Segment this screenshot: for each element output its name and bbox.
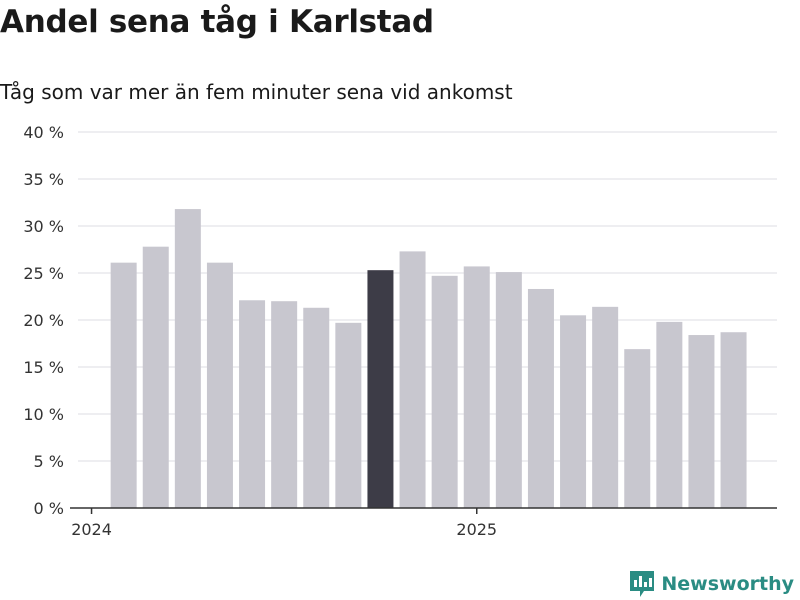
bar	[656, 321, 683, 508]
bar	[271, 301, 298, 508]
bar	[174, 209, 201, 508]
y-tick-label: 40 %	[23, 123, 64, 142]
bar	[624, 349, 651, 508]
bar	[110, 262, 137, 508]
newsworthy-icon	[630, 571, 655, 597]
bar	[239, 300, 266, 508]
bar	[399, 251, 426, 508]
bar	[303, 307, 330, 508]
bar-chart: 0 % 5 % 10 % 15 % 20 % 25 % 30 % 35 % 40 % 2024 20…	[23, 123, 777, 539]
bar	[206, 262, 233, 508]
y-tick-label: 5 %	[34, 452, 64, 471]
bar	[592, 306, 619, 508]
bar	[367, 270, 394, 508]
brand-name: Newsworthy	[661, 573, 794, 595]
bar	[431, 275, 458, 508]
bar	[688, 335, 715, 508]
newsworthy-logo: Newsworthy	[629, 569, 794, 599]
x-tick-label: 2025	[456, 520, 497, 539]
y-tick-label: 30 %	[23, 217, 64, 236]
y-tick-label: 10 %	[23, 405, 64, 424]
bar	[335, 322, 362, 508]
y-tick-label: 25 %	[23, 264, 64, 283]
bar	[527, 288, 554, 508]
bar	[495, 272, 522, 508]
x-tick-label: 2024	[71, 520, 112, 539]
y-tick-label: 20 %	[23, 311, 64, 330]
chart-subtitle: Tåg som var mer än fem minuter sena vid …	[0, 80, 513, 104]
chart-title: Andel sena tåg i Karlstad	[0, 4, 434, 40]
y-tick-label: 0 %	[34, 499, 64, 518]
bar	[560, 315, 587, 508]
bar	[463, 266, 490, 508]
bar	[720, 332, 747, 508]
y-tick-label: 35 %	[23, 170, 64, 189]
y-tick-label: 15 %	[23, 358, 64, 377]
bar	[142, 246, 169, 508]
